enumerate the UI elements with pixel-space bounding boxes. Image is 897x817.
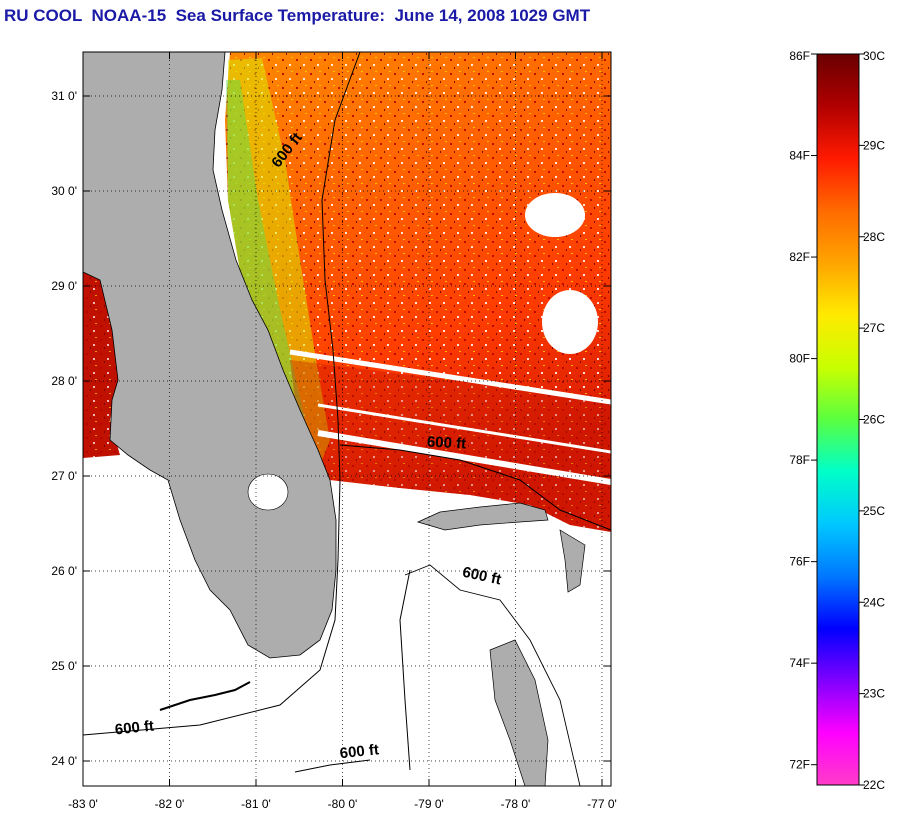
lon-axis: -83 0' -82 0' -81 0' -80 0' -79 0' -78 0' -77 … [68,52,617,811]
colorbar-celsius-label: 28C [863,230,885,244]
lon-tick-label: -78 0' [501,797,531,811]
grid-lines [82,52,611,786]
colorbar-fahrenheit-label: 72F [789,758,810,772]
bank-outline [404,564,581,786]
lon-tick-label: -83 0' [68,797,98,811]
lon-tick-label: -79 0' [414,797,444,811]
lat-tick-label: 30 0' [51,184,77,198]
isobath-label: 600 ft [339,741,380,762]
florida-keys [159,681,251,711]
lon-tick-label: -77 0' [587,797,617,811]
lon-tick-label: -82 0' [155,797,185,811]
colorbar-celsius-label: 26C [863,413,885,427]
map-frame [82,51,612,787]
nearshore-green-band [226,80,312,450]
andros-island [489,639,549,786]
scan-gap [317,403,611,454]
colorbar-celsius-label: 23C [863,687,885,701]
colorbar-celsius-label: 27C [863,321,885,335]
colorbar-fahrenheit-label: 86F [789,49,810,63]
cloud-gap [542,290,598,354]
colorbar-celsius-labels: 30C 29C 28C 27C 26C 25C 24C 23C 22C [859,49,885,792]
isobath-label: 600 ft [114,718,155,739]
cloud-gap [525,193,585,237]
isobath-600ft [399,569,411,771]
lake-okeechobee [247,473,289,511]
warm-southern-band [290,360,611,532]
colorbar-fahrenheit-label: 74F [789,656,810,670]
colorbar-fahrenheit-label: 76F [789,555,810,569]
lat-tick-label: 26 0' [51,564,77,578]
lat-tick-label: 28 0' [51,374,77,388]
colorbar-celsius-label: 24C [863,595,885,609]
isobath-label: 600 ft [427,433,467,452]
colorbar-celsius-label: 29C [863,138,885,152]
grand-bahama [417,502,549,531]
lat-tick-label: 24 0' [51,754,77,768]
colorbar-fahrenheit-label: 80F [789,352,810,366]
abaco-island [559,529,586,593]
lon-tick-label: -81 0' [241,797,271,811]
scan-gap [289,349,611,405]
colorbar-celsius-label: 25C [863,504,885,518]
isobath-600ft [294,759,371,773]
map-title: RU COOL NOAA-15 Sea Surface Temperature:… [4,6,591,25]
colorbar-fahrenheit-labels: 86F 84F 82F 80F 78F 76F 74F 72F [789,49,817,772]
lat-tick-label: 29 0' [51,279,77,293]
lat-tick-label: 27 0' [51,469,77,483]
lat-axis: 31 0' 30 0' 29 0' 28 0' 27 0' 26 0' 25 0' 24 0' [51,89,611,768]
colorbar-celsius-label: 30C [863,49,885,63]
isobath-600ft [83,52,361,736]
lat-tick-label: 31 0' [51,89,77,103]
lat-tick-label: 25 0' [51,659,77,673]
colorbar-fahrenheit-label: 78F [789,453,810,467]
colorbar-celsius-label: 22C [863,778,885,792]
scan-gap [317,430,611,485]
colorbar-fahrenheit-label: 84F [789,149,810,163]
isobath-600ft [339,444,611,531]
colorbar-fahrenheit-label: 82F [789,250,810,264]
colorbar-gradient [816,53,860,786]
lon-tick-label: -80 0' [328,797,358,811]
nearshore-cool-band [228,58,330,470]
